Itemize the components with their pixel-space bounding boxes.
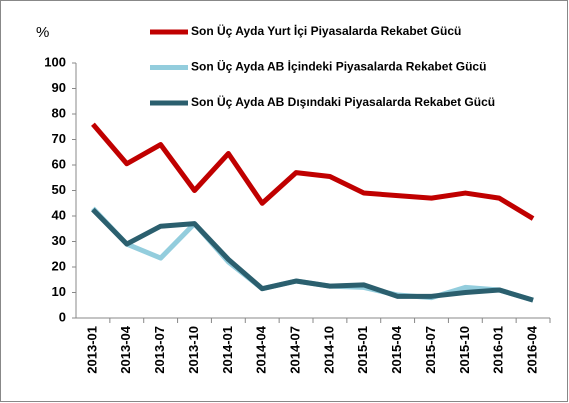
x-tick-label: 2015-04: [389, 325, 404, 373]
y-tick-label: 40: [52, 207, 66, 222]
y-tick-label: 70: [52, 131, 66, 146]
x-tick-label: 2014-10: [321, 326, 336, 374]
x-tick-label: 2013-01: [84, 326, 99, 374]
series-line: [91, 207, 534, 303]
series-line: [91, 122, 535, 221]
y-tick-label: 100: [44, 54, 66, 69]
y-tick-label: 30: [52, 233, 66, 248]
x-tick-label: 2016-04: [525, 325, 540, 373]
x-tick-label: 2013-10: [186, 326, 201, 374]
x-tick-label: 2014-01: [220, 326, 235, 374]
x-tick-label: 2015-07: [423, 326, 438, 374]
y-tick-label: 10: [52, 284, 66, 299]
x-tick-label: 2013-07: [152, 326, 167, 374]
x-tick-label: 2014-04: [254, 325, 269, 373]
x-tick-label: 2016-01: [491, 326, 506, 374]
legend-label: Son Üç Ayda Yurt İçi Piyasalarda Rekabet…: [191, 23, 461, 38]
y-tick-label: 80: [52, 105, 66, 120]
legend-label: Son Üç Ayda AB Dışındaki Piyasalarda Rek…: [191, 94, 495, 109]
y-tick-label: 90: [52, 80, 66, 95]
y-tick-label: 20: [52, 258, 66, 273]
y-tick-label: 0: [59, 309, 66, 324]
y-axis-label: %: [36, 24, 49, 41]
x-tick-label: 2014-07: [288, 326, 303, 374]
y-tick-label: 60: [52, 156, 66, 171]
y-tick-label: 50: [52, 182, 66, 197]
x-tick-label: 2013-04: [118, 325, 133, 373]
x-tick-label: 2015-10: [457, 326, 472, 374]
legend-label: Son Üç Ayda AB İçindeki Piyasalarda Reka…: [191, 59, 486, 74]
x-tick-label: 2015-01: [355, 326, 370, 374]
